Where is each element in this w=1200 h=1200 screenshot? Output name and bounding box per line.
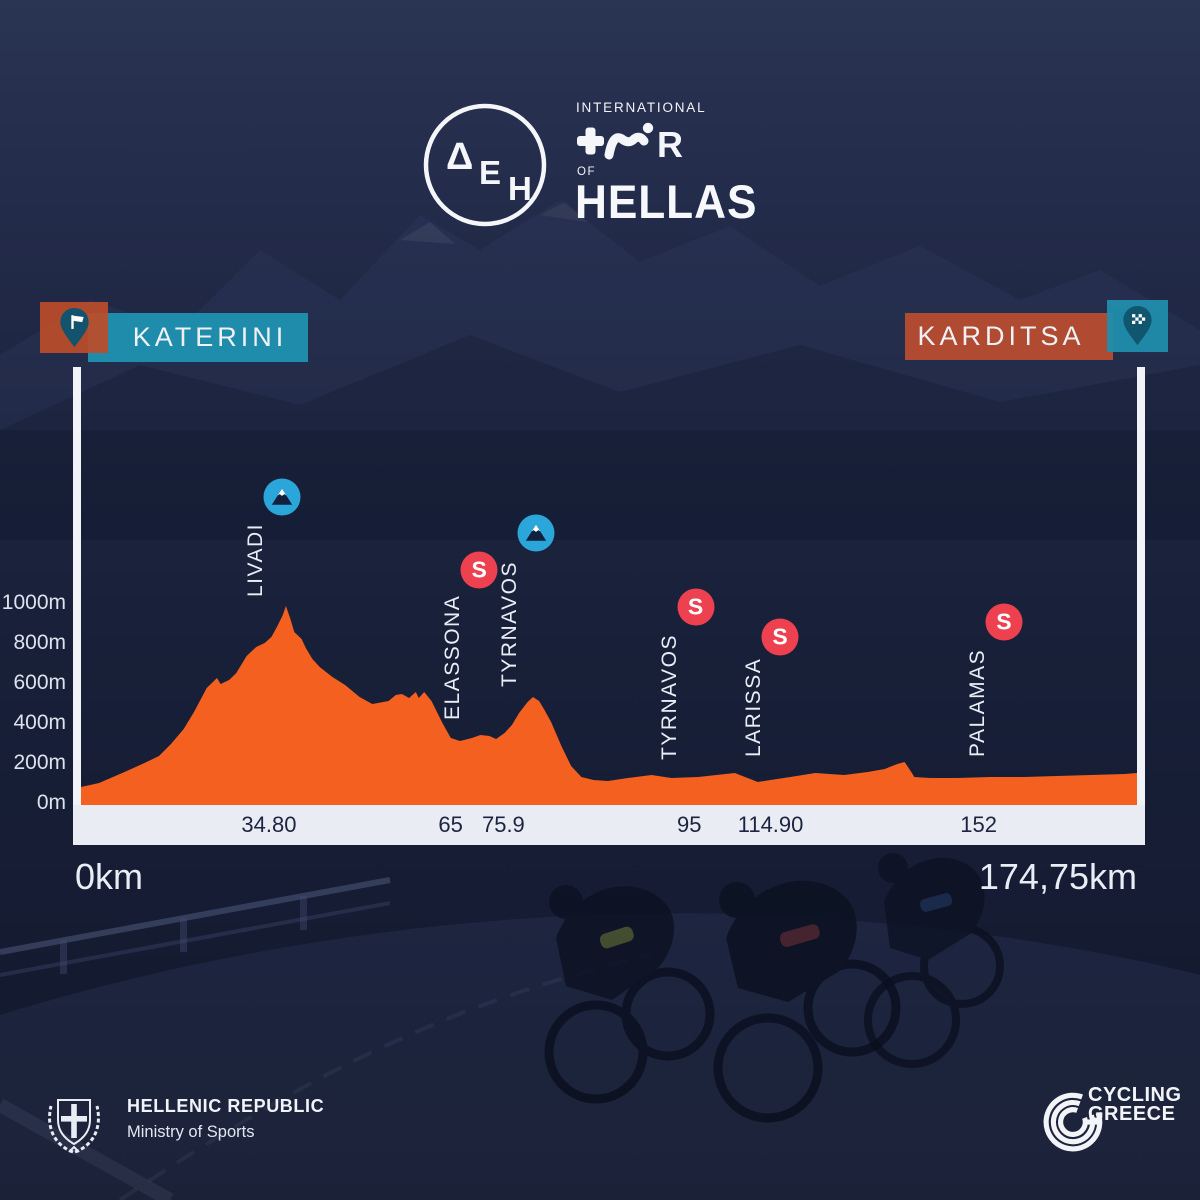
- finish-banner: KARDITSA: [905, 313, 1113, 360]
- deh-letter-epsilon: Ε: [479, 154, 502, 191]
- tour-of-hellas-logo: INTERNATIONAL R OF HELLAS: [575, 100, 805, 230]
- mountain-icon: [517, 514, 555, 552]
- start-line: [73, 367, 81, 845]
- race-logo-international: INTERNATIONAL: [576, 100, 707, 115]
- x-axis-tick: 65: [438, 812, 463, 837]
- cycling-greece-logo: CYCLING GREECE: [1042, 1085, 1181, 1157]
- y-axis-tick: 800m: [13, 631, 66, 654]
- waypoint-markers: LIVADI S ELASSONA TYRNAVOS S TYRNAVOS S LARISSA…: [81, 0, 1137, 810]
- kom-marker-icon: [263, 478, 301, 516]
- y-axis-tick: 0m: [36, 791, 66, 814]
- sprint-marker-icon: S: [460, 551, 498, 589]
- total-distance-label: 174,75km: [978, 856, 1137, 897]
- y-axis-tick: 200m: [13, 751, 66, 774]
- mountain-icon: [263, 478, 301, 516]
- y-axis-tick: 1000m: [1, 591, 66, 614]
- waypoint-label: ELASSONA: [441, 594, 465, 720]
- kom-marker-icon: [517, 514, 555, 552]
- cycling-greece-g-icon: [1043, 1092, 1103, 1152]
- finish-city-label: KARDITSA: [917, 321, 1085, 351]
- greece-label: GREECE: [1088, 1103, 1176, 1125]
- finish-flag-badge: [1107, 300, 1168, 352]
- greek-coat-of-arms-icon: [48, 1099, 100, 1154]
- hellenic-republic-logo: HELLENIC REPUBLIC Ministry of Sports: [43, 1086, 324, 1156]
- x-axis-tick: 152: [960, 812, 997, 837]
- deh-logo: Δ Ε Η: [422, 102, 548, 228]
- x-axis-ticks: 34.80 65 75.9 95 114.90 152: [81, 805, 1137, 845]
- sprint-marker-icon: S: [677, 588, 715, 626]
- waypoint-label: TYRNAVOS: [498, 561, 522, 687]
- x-axis-tick: 114.90: [737, 812, 804, 837]
- sprint-marker-icon: S: [761, 618, 799, 656]
- start-pin-icon: [59, 307, 89, 347]
- tour-mark-icon: R: [577, 122, 683, 165]
- elevation-profile: [81, 606, 1137, 805]
- start-banner: KATERINI: [88, 313, 308, 362]
- y-axis-tick: 600m: [13, 671, 66, 694]
- deh-letter-eta: Η: [508, 170, 532, 207]
- cycling-label: CYCLING: [1088, 1084, 1182, 1106]
- waypoint-label: TYRNAVOS: [657, 634, 681, 760]
- waypoint-label: LARISSA: [742, 657, 766, 757]
- waypoint-label: LIVADI: [243, 523, 267, 597]
- x-axis-tick: 95: [677, 812, 702, 837]
- deh-letter-delta: Δ: [446, 136, 474, 178]
- finish-pin-icon: [1123, 305, 1152, 346]
- start-distance-label: 0km: [75, 856, 144, 897]
- x-axis-strip: [73, 805, 1145, 845]
- start-city-label: KATERINI: [132, 322, 288, 352]
- waypoint-label: PALAMAS: [965, 648, 989, 757]
- svg-text:R: R: [657, 124, 683, 165]
- start-flag-badge: [40, 302, 108, 353]
- x-axis-tick: 34.80: [241, 812, 297, 837]
- finish-line: [1137, 367, 1145, 845]
- race-logo-of: OF: [577, 166, 596, 178]
- hellenic-republic-label: HELLENIC REPUBLIC: [127, 1096, 325, 1116]
- deh-logo-ring: [423, 103, 547, 227]
- x-axis-tick: 75.9: [481, 812, 525, 837]
- sprint-marker-icon: S: [985, 603, 1023, 641]
- race-logo-hellas: HELLAS: [575, 175, 758, 228]
- y-axis-tick: 400m: [13, 711, 66, 734]
- ministry-of-sports-label: Ministry of Sports: [127, 1123, 255, 1141]
